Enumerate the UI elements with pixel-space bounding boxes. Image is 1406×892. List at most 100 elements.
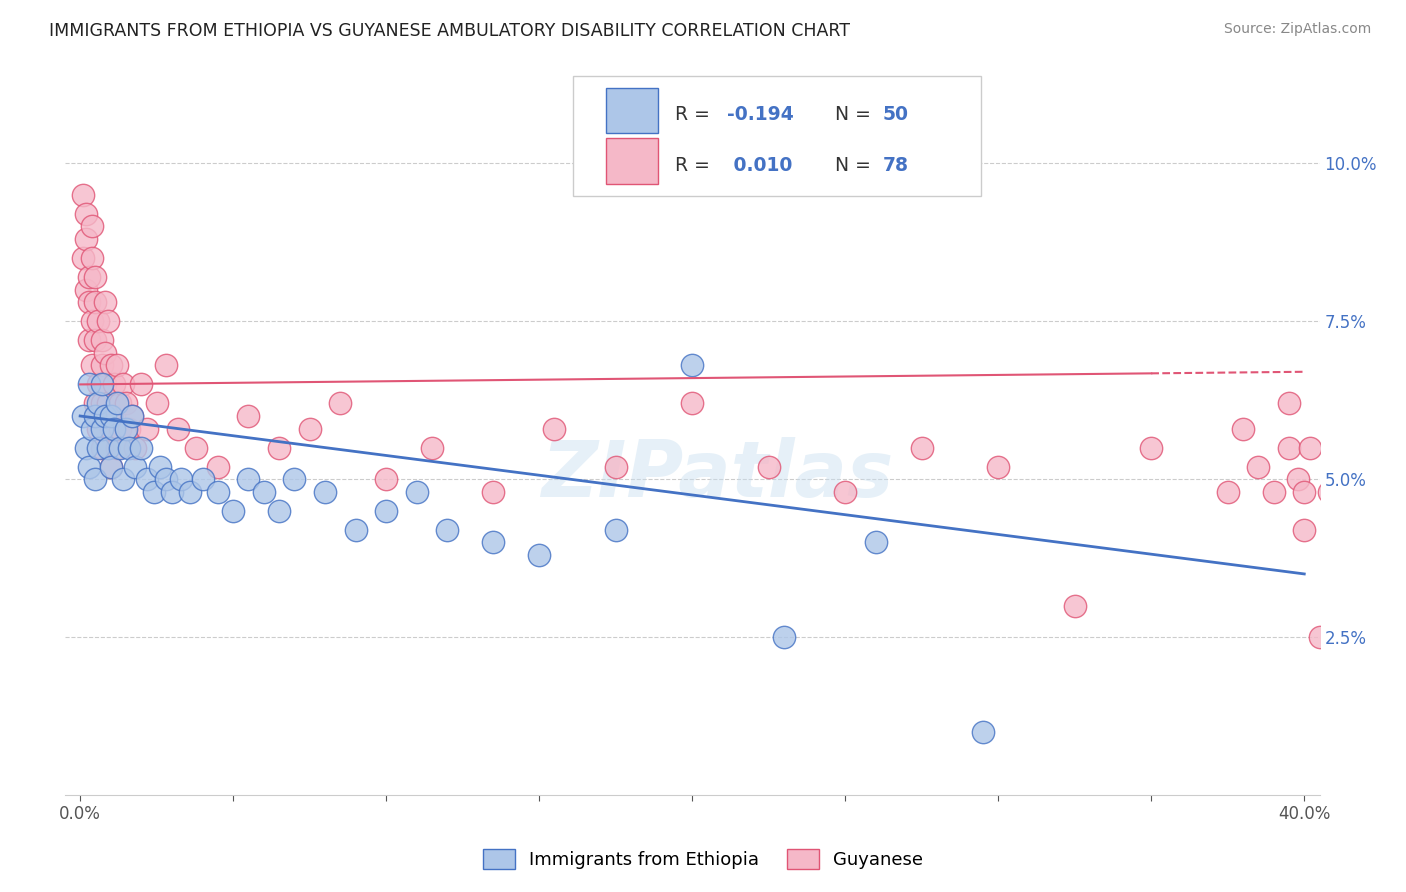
Text: 50: 50: [883, 105, 908, 124]
Point: [121, 409, 143, 423]
Point: [87, 441, 110, 455]
Point: [93, 346, 115, 360]
Point: [420, 441, 443, 455]
Point: [97, 441, 120, 455]
Point: [131, 441, 153, 455]
Point: [115, 396, 138, 410]
Point: [111, 472, 134, 486]
Point: [329, 396, 352, 410]
Point: [865, 535, 887, 549]
Point: [160, 484, 183, 499]
Point: [108, 396, 131, 410]
Point: [1278, 396, 1301, 410]
Point: [1286, 472, 1309, 486]
Point: [238, 409, 260, 423]
Point: [84, 409, 107, 423]
Point: [87, 314, 110, 328]
Point: [75, 283, 97, 297]
Point: [1232, 422, 1254, 436]
FancyBboxPatch shape: [606, 88, 658, 133]
Text: R =: R =: [675, 156, 716, 175]
Point: [87, 377, 110, 392]
Point: [90, 377, 112, 392]
Point: [84, 472, 107, 486]
Point: [1309, 630, 1331, 644]
Point: [93, 409, 115, 423]
Point: [79, 270, 101, 285]
Point: [167, 422, 190, 436]
Point: [758, 459, 780, 474]
Point: [105, 441, 128, 455]
Point: [179, 484, 201, 499]
Point: [1294, 523, 1316, 537]
Point: [972, 724, 994, 739]
Point: [1294, 484, 1316, 499]
Point: [84, 295, 107, 310]
Point: [238, 472, 260, 486]
Point: [344, 523, 367, 537]
Text: N =: N =: [823, 156, 876, 175]
Point: [84, 270, 107, 285]
Text: 78: 78: [883, 156, 908, 175]
Point: [100, 422, 122, 436]
Point: [207, 484, 229, 499]
Point: [121, 409, 143, 423]
Point: [283, 472, 305, 486]
Point: [605, 523, 627, 537]
Point: [1140, 441, 1163, 455]
Point: [605, 459, 627, 474]
Point: [1330, 422, 1353, 436]
Point: [90, 396, 112, 410]
Point: [82, 359, 104, 373]
Point: [97, 396, 120, 410]
Point: [124, 459, 146, 474]
Point: [108, 441, 131, 455]
Text: Source: ZipAtlas.com: Source: ZipAtlas.com: [1223, 22, 1371, 37]
Point: [253, 484, 276, 499]
Point: [103, 422, 125, 436]
Point: [90, 359, 112, 373]
Point: [142, 484, 165, 499]
Point: [527, 548, 550, 562]
Point: [87, 422, 110, 436]
Point: [131, 377, 153, 392]
Point: [93, 295, 115, 310]
Point: [111, 377, 134, 392]
Point: [773, 630, 796, 644]
Point: [136, 422, 159, 436]
Point: [79, 459, 101, 474]
Point: [100, 409, 122, 423]
Point: [90, 422, 112, 436]
Text: -0.194: -0.194: [727, 105, 794, 124]
Point: [100, 359, 122, 373]
Point: [207, 459, 229, 474]
Point: [87, 396, 110, 410]
Point: [149, 459, 172, 474]
Point: [186, 441, 208, 455]
Point: [82, 251, 104, 265]
Text: 0.010: 0.010: [727, 156, 793, 175]
Point: [108, 422, 131, 436]
Point: [191, 472, 214, 486]
Point: [1247, 459, 1270, 474]
Point: [267, 504, 290, 518]
Point: [115, 422, 138, 436]
Point: [124, 441, 146, 455]
Point: [155, 472, 177, 486]
Point: [1216, 484, 1239, 499]
Point: [97, 314, 120, 328]
Point: [987, 459, 1010, 474]
Point: [436, 523, 458, 537]
Text: N =: N =: [823, 105, 876, 124]
Point: [82, 219, 104, 234]
Point: [298, 422, 321, 436]
Point: [1263, 484, 1285, 499]
FancyBboxPatch shape: [606, 138, 658, 184]
Point: [105, 396, 128, 410]
Point: [911, 441, 934, 455]
Point: [155, 359, 177, 373]
Point: [84, 396, 107, 410]
Text: IMMIGRANTS FROM ETHIOPIA VS GUYANESE AMBULATORY DISABILITY CORRELATION CHART: IMMIGRANTS FROM ETHIOPIA VS GUYANESE AMB…: [49, 22, 851, 40]
Point: [145, 396, 167, 410]
Point: [103, 409, 125, 423]
